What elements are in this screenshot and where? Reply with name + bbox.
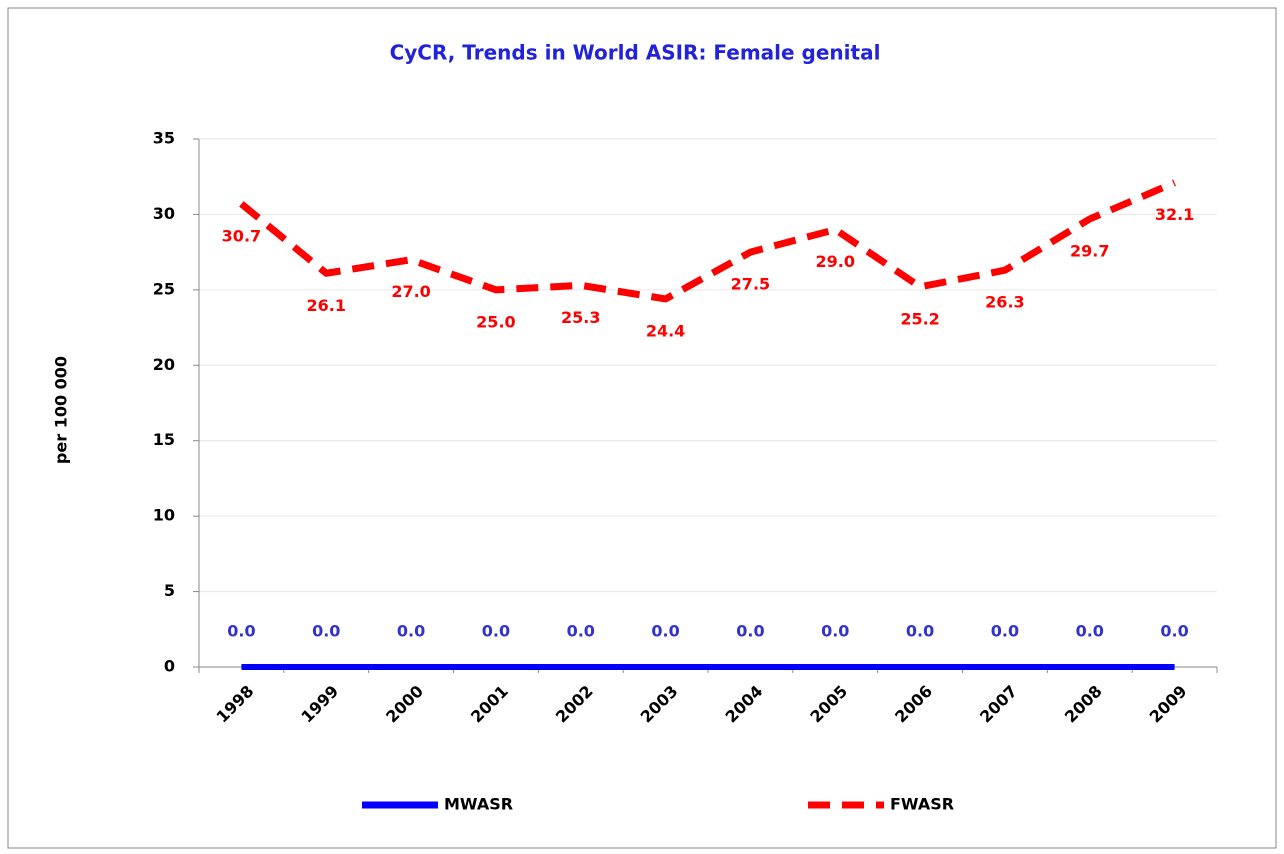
y-axis-label: per 100 000 bbox=[52, 356, 71, 464]
data-label: 0.0 bbox=[397, 622, 425, 641]
data-label: 0.0 bbox=[736, 622, 764, 641]
y-tick-label: 10 bbox=[153, 506, 175, 525]
data-label: 0.0 bbox=[906, 622, 934, 641]
data-label: 26.1 bbox=[307, 296, 346, 315]
y-tick-label: 5 bbox=[164, 581, 175, 600]
data-label: 32.1 bbox=[1155, 205, 1194, 224]
data-label: 26.3 bbox=[985, 293, 1024, 312]
data-label: 0.0 bbox=[567, 622, 595, 641]
y-tick-label: 25 bbox=[153, 279, 175, 298]
data-label: 0.0 bbox=[312, 622, 340, 641]
data-label: 0.0 bbox=[651, 622, 679, 641]
data-label: 25.3 bbox=[561, 308, 600, 327]
legend-label: FWASR bbox=[890, 795, 954, 814]
chart-frame bbox=[7, 7, 1277, 849]
y-tick-label: 0 bbox=[164, 657, 175, 676]
data-label: 0.0 bbox=[1160, 622, 1188, 641]
y-tick-label: 30 bbox=[153, 204, 175, 223]
data-label: 0.0 bbox=[821, 622, 849, 641]
data-label: 29.7 bbox=[1070, 241, 1109, 260]
data-label: 0.0 bbox=[1076, 622, 1104, 641]
data-label: 25.2 bbox=[900, 309, 939, 328]
y-tick-label: 15 bbox=[153, 430, 175, 449]
data-label: 0.0 bbox=[482, 622, 510, 641]
data-label: 0.0 bbox=[227, 622, 255, 641]
data-label: 0.0 bbox=[991, 622, 1019, 641]
data-label: 29.0 bbox=[816, 252, 855, 271]
chart-title: CyCR, Trends in World ASIR: Female genit… bbox=[390, 41, 881, 65]
data-label: 27.5 bbox=[731, 275, 770, 294]
data-label: 30.7 bbox=[222, 226, 261, 245]
data-label: 27.0 bbox=[391, 282, 430, 301]
y-tick-label: 20 bbox=[153, 355, 175, 374]
legend-label: MWASR bbox=[444, 795, 513, 814]
data-label: 25.0 bbox=[476, 312, 515, 331]
y-tick-label: 35 bbox=[153, 129, 175, 148]
series-line bbox=[239, 179, 1176, 303]
data-label: 24.4 bbox=[646, 321, 685, 340]
